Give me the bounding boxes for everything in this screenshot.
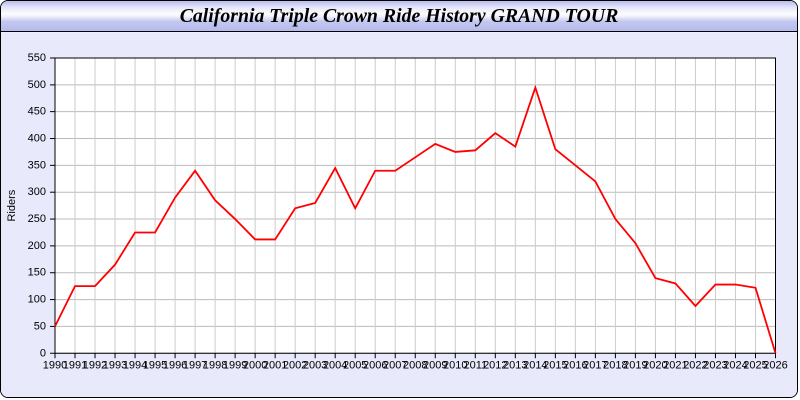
svg-text:2026: 2026 xyxy=(763,359,787,371)
svg-text:350: 350 xyxy=(28,159,46,171)
svg-text:250: 250 xyxy=(28,213,46,225)
svg-text:200: 200 xyxy=(28,240,46,252)
svg-text:150: 150 xyxy=(28,267,46,279)
svg-text:0: 0 xyxy=(40,347,46,359)
svg-text:Riders: Riders xyxy=(6,189,18,221)
svg-text:100: 100 xyxy=(28,294,46,306)
svg-text:300: 300 xyxy=(28,186,46,198)
svg-text:50: 50 xyxy=(34,320,46,332)
svg-text:400: 400 xyxy=(28,133,46,145)
svg-text:550: 550 xyxy=(28,52,46,64)
svg-text:500: 500 xyxy=(28,79,46,91)
svg-text:450: 450 xyxy=(28,106,46,118)
